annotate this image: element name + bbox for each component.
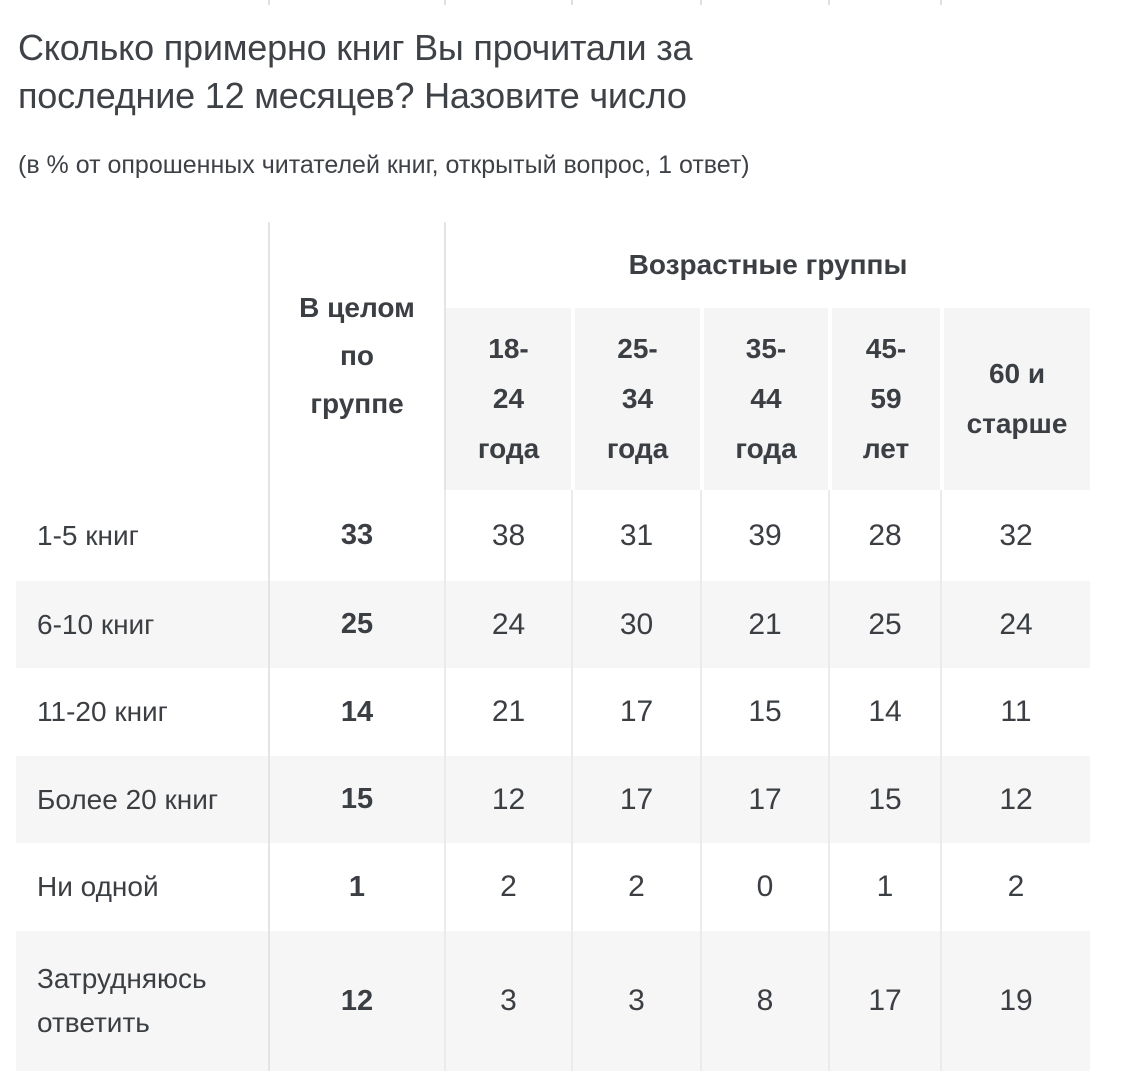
- column-header-total: В целом по группе: [268, 222, 444, 490]
- row-label: Ни одной: [16, 843, 268, 931]
- column-header-age-25-34: 25- 34 года: [571, 308, 700, 490]
- cell-value: 24: [940, 581, 1091, 668]
- row-label: 11-20 книг: [16, 668, 268, 756]
- cell-value: 24: [444, 581, 571, 668]
- cell-total: 14: [268, 668, 444, 756]
- table-body: 1-5 книг 33 38 31 39 28 32 6-10 книг 25 …: [16, 490, 1091, 1071]
- column-tick: [700, 0, 702, 5]
- cell-total: 12: [268, 931, 444, 1071]
- page-title: Сколько примерно книг Вы прочитали за по…: [18, 27, 693, 116]
- cell-value: 15: [700, 668, 828, 756]
- cell-value: 12: [444, 756, 571, 843]
- cell-value: 25: [828, 581, 940, 668]
- cell-value: 28: [828, 490, 940, 581]
- cell-value: 17: [700, 756, 828, 843]
- cell-value: 30: [571, 581, 700, 668]
- row-label: Затрудняюсь ответить: [16, 931, 268, 1071]
- cell-total: 25: [268, 581, 444, 668]
- cell-value: 1: [828, 843, 940, 931]
- cell-value: 0: [700, 843, 828, 931]
- column-group-header-age: Возрастные группы: [444, 222, 1091, 308]
- row-label: Более 20 книг: [16, 756, 268, 843]
- cell-value: 8: [700, 931, 828, 1071]
- column-tick: [268, 0, 270, 5]
- table-row: Ни одной 1 2 2 0 1 2: [16, 843, 1091, 931]
- table-row: 6-10 книг 25 24 30 21 25 24: [16, 581, 1091, 668]
- page-subtitle: (в % от опрошенных читателей книг, откры…: [18, 151, 750, 179]
- cell-total: 15: [268, 756, 444, 843]
- cell-value: 21: [700, 581, 828, 668]
- column-tick: [444, 0, 446, 5]
- survey-results-table: В целом по группе Возрастные группы 18- …: [16, 222, 1091, 1071]
- cell-value: 39: [700, 490, 828, 581]
- cell-value: 2: [940, 843, 1091, 931]
- column-tick: [940, 0, 942, 5]
- column-header-age-35-44: 35- 44 года: [700, 308, 828, 490]
- column-header-age-45-59: 45- 59 лет: [828, 308, 940, 490]
- row-label: 1-5 книг: [16, 490, 268, 581]
- table-row: 11-20 книг 14 21 17 15 14 11: [16, 668, 1091, 756]
- cell-value: 17: [571, 668, 700, 756]
- cell-total: 1: [268, 843, 444, 931]
- cell-value: 31: [571, 490, 700, 581]
- cell-value: 2: [571, 843, 700, 931]
- cell-value: 14: [828, 668, 940, 756]
- column-tick: [828, 0, 830, 5]
- header-row-ages: 18- 24 года 25- 34 года 35- 44 года 45- …: [16, 308, 1091, 490]
- table-row: Более 20 книг 15 12 17 17 15 12: [16, 756, 1091, 843]
- column-header-age-18-24: 18- 24 года: [444, 308, 571, 490]
- table-row: 1-5 книг 33 38 31 39 28 32: [16, 490, 1091, 581]
- cell-value: 32: [940, 490, 1091, 581]
- cell-value: 21: [444, 668, 571, 756]
- table-row: Затрудняюсь ответить 12 3 3 8 17 19: [16, 931, 1091, 1071]
- cell-value: 17: [828, 931, 940, 1071]
- cell-value: 12: [940, 756, 1091, 843]
- column-header-age-60-plus: 60 и старше: [940, 308, 1091, 490]
- table-header: В целом по группе Возрастные группы 18- …: [16, 222, 1091, 490]
- cell-value: 17: [571, 756, 700, 843]
- cell-value: 38: [444, 490, 571, 581]
- cell-value: 2: [444, 843, 571, 931]
- header-row-group: В целом по группе Возрастные группы: [16, 222, 1091, 490]
- cell-total: 33: [268, 490, 444, 581]
- cell-value: 15: [828, 756, 940, 843]
- row-label: 6-10 книг: [16, 581, 268, 668]
- column-tick: [571, 0, 573, 5]
- corner-cell: [16, 222, 268, 490]
- cell-value: 19: [940, 931, 1091, 1071]
- cell-value: 11: [940, 668, 1091, 756]
- cell-value: 3: [444, 931, 571, 1071]
- cell-value: 3: [571, 931, 700, 1071]
